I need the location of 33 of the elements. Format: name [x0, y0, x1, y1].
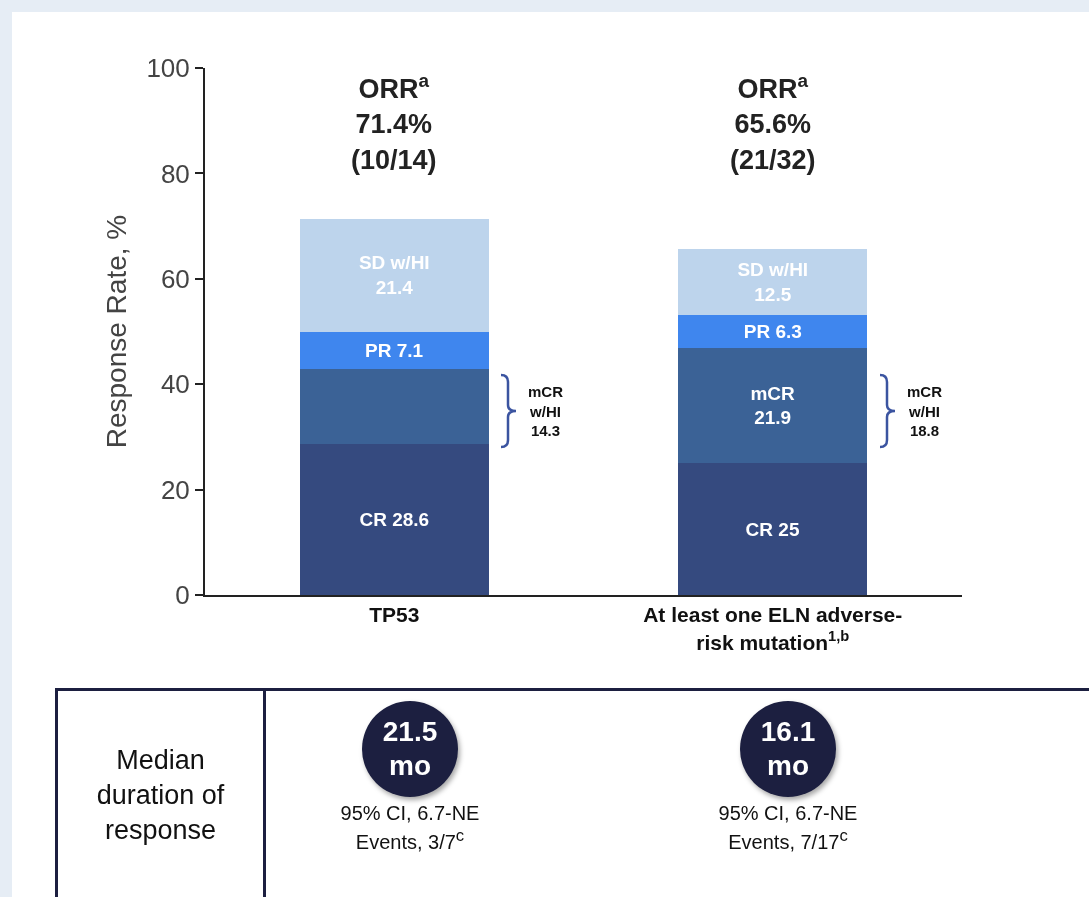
y-tick-label: 0	[175, 580, 190, 611]
data-label: mCR 21.9	[750, 382, 796, 429]
circle-badge: 16.1 mo	[740, 701, 836, 797]
y-tick-label: 40	[160, 369, 190, 400]
y-tick-label: 60	[160, 263, 190, 294]
y-tick-label: 20	[160, 474, 190, 505]
data-label: PR 7.1	[365, 339, 424, 361]
data-label: PR 6.3	[743, 320, 802, 342]
x-tick-label: TP53	[369, 603, 420, 627]
data-label: SD w/HI 12.5	[737, 258, 809, 305]
circle-badge: 21.5 mo	[362, 701, 458, 797]
bar	[299, 444, 489, 595]
total-label: ORR$^{a}$ 71.4% (10/14)	[351, 70, 437, 175]
bar	[678, 248, 868, 315]
y-axis-title: Response Rate, %	[100, 214, 132, 449]
text: 95% CI, 6.7-NE Events, 3/7$^{c}$	[339, 801, 481, 855]
bar	[678, 314, 868, 348]
data-label: CR 25	[745, 518, 800, 540]
bar	[678, 347, 868, 464]
bar	[678, 463, 868, 595]
annotation: mCR w/HI 18.8	[907, 383, 943, 439]
y-tick-label: 100	[146, 53, 190, 84]
text: 95% CI, 6.7-NE Events, 7/17$^{c}$	[717, 801, 859, 855]
data-label: SD w/HI 21.4	[358, 252, 430, 298]
bar	[299, 368, 489, 445]
bar	[299, 331, 489, 369]
text: Median duration of response	[58, 691, 266, 897]
data-label: CR 28.6	[359, 509, 430, 531]
y-tick-label: 80	[160, 158, 190, 189]
total-label: ORR$^{a}$ 65.6% (21/32)	[730, 70, 816, 175]
annotation: mCR w/HI 14.3	[528, 383, 564, 439]
x-tick-label: At least one ELN adverse- risk mutation$^{1,b}$	[643, 603, 903, 654]
bar	[299, 218, 489, 332]
